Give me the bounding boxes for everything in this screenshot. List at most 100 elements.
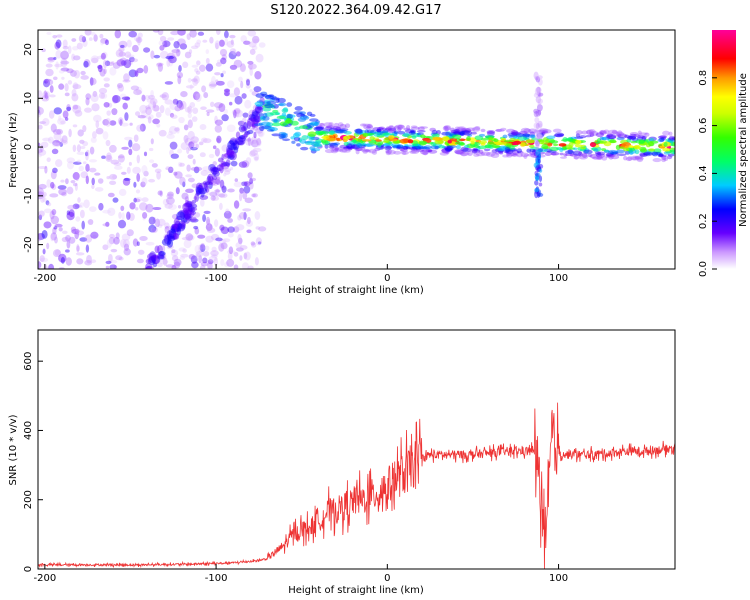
heatmap-blob <box>493 138 499 143</box>
heatmap-blob <box>568 142 574 148</box>
heatmap-blob <box>50 123 57 133</box>
heatmap-blob <box>538 128 549 134</box>
heatmap-blob <box>177 161 183 168</box>
y-tick-label: 0 <box>23 566 34 572</box>
heatmap-blob <box>216 59 223 64</box>
heatmap-blob <box>151 254 160 265</box>
heatmap-blob <box>114 165 123 170</box>
heatmap-blob <box>88 167 97 173</box>
heatmap-blob <box>255 237 263 246</box>
heatmap-blob <box>72 104 79 110</box>
heatmap-blob <box>308 136 315 141</box>
heatmap-blob <box>61 236 69 243</box>
heatmap-blob <box>248 62 253 71</box>
heatmap-blob <box>190 45 199 50</box>
heatmap-blob <box>205 216 211 225</box>
heatmap-blob <box>79 237 88 242</box>
heatmap-blob <box>453 131 462 136</box>
heatmap-blob <box>233 146 239 154</box>
heatmap-blob <box>239 187 244 194</box>
heatmap-blob <box>73 161 82 165</box>
heatmap-blob <box>72 172 80 180</box>
heatmap-blob <box>188 141 195 149</box>
heatmap-blob <box>643 152 651 156</box>
heatmap-blob <box>248 117 258 121</box>
heatmap-blob <box>50 170 57 180</box>
heatmap-blob <box>91 177 95 186</box>
heatmap-blob <box>71 89 77 97</box>
heatmap-blob <box>511 152 518 157</box>
heatmap-blob <box>630 155 640 161</box>
heatmap-blob <box>208 153 215 159</box>
heatmap-blob <box>179 176 186 186</box>
heatmap-blob <box>46 157 51 163</box>
heatmap-blob <box>445 146 453 151</box>
heatmap-blob <box>72 203 80 210</box>
heatmap-blob <box>136 154 141 164</box>
heatmap-blob <box>411 145 421 150</box>
heatmap-blob <box>241 93 247 99</box>
heatmap-blob <box>126 166 131 174</box>
heatmap-blob <box>174 171 183 179</box>
heatmap-blob <box>376 126 384 132</box>
heatmap-blob <box>546 150 557 153</box>
heatmap-blob <box>253 86 262 93</box>
heatmap-blob <box>247 60 254 65</box>
heatmap-blob <box>175 225 180 232</box>
heatmap-blob <box>205 235 214 243</box>
heatmap-blob <box>168 203 177 211</box>
heatmap-blob <box>128 161 132 166</box>
heatmap-blob <box>178 220 186 229</box>
heatmap-blob <box>189 210 196 215</box>
heatmap-blob <box>149 147 154 152</box>
heatmap-blob <box>403 138 410 143</box>
heatmap-blob <box>538 168 543 173</box>
heatmap-blob <box>223 262 230 268</box>
heatmap-blob <box>46 202 52 207</box>
heatmap-blob <box>223 108 229 115</box>
heatmap-blob <box>43 208 52 214</box>
heatmap-blob <box>220 259 225 267</box>
heatmap-blob <box>113 236 120 245</box>
heatmap-blob <box>152 101 157 109</box>
heatmap-blob <box>227 226 235 233</box>
heatmap-blob <box>627 135 633 140</box>
heatmap-blob <box>200 169 209 177</box>
heatmap-blob <box>187 203 193 212</box>
heatmap-blob <box>544 151 552 157</box>
heatmap-blob <box>210 195 216 201</box>
heatmap-blob <box>220 57 227 65</box>
heatmap-blob <box>118 211 122 219</box>
heatmap-blob <box>252 147 262 153</box>
heatmap-blob <box>189 218 199 223</box>
heatmap-blob <box>57 185 67 190</box>
heatmap-blob <box>88 206 97 212</box>
heatmap-blob <box>218 193 226 198</box>
heatmap-blob <box>59 138 64 142</box>
heatmap-blob <box>505 142 513 146</box>
heatmap-blob <box>176 225 181 236</box>
heatmap-blob <box>486 130 495 137</box>
heatmap-blob <box>392 145 398 149</box>
heatmap-blob <box>386 126 397 132</box>
heatmap-blob <box>198 64 206 72</box>
heatmap-blob <box>192 107 199 114</box>
heatmap-blob <box>427 149 438 154</box>
heatmap-blob <box>546 135 556 140</box>
heatmap-blob <box>285 117 292 124</box>
heatmap-blob <box>490 152 500 159</box>
heatmap-blob <box>166 244 174 250</box>
heatmap-blob <box>188 253 195 260</box>
heatmap-blob <box>150 89 154 98</box>
heatmap-blob <box>106 110 111 116</box>
heatmap-blob <box>663 142 668 147</box>
heatmap-blob <box>48 110 55 119</box>
heatmap-blob <box>171 224 181 233</box>
heatmap-blob <box>234 178 239 183</box>
heatmap-blob <box>507 132 518 137</box>
heatmap-blob <box>333 142 341 146</box>
heatmap-blob <box>219 202 223 211</box>
x-tick-label: -200 <box>33 573 56 584</box>
heatmap-blob <box>497 146 506 152</box>
heatmap-blob <box>388 135 395 139</box>
